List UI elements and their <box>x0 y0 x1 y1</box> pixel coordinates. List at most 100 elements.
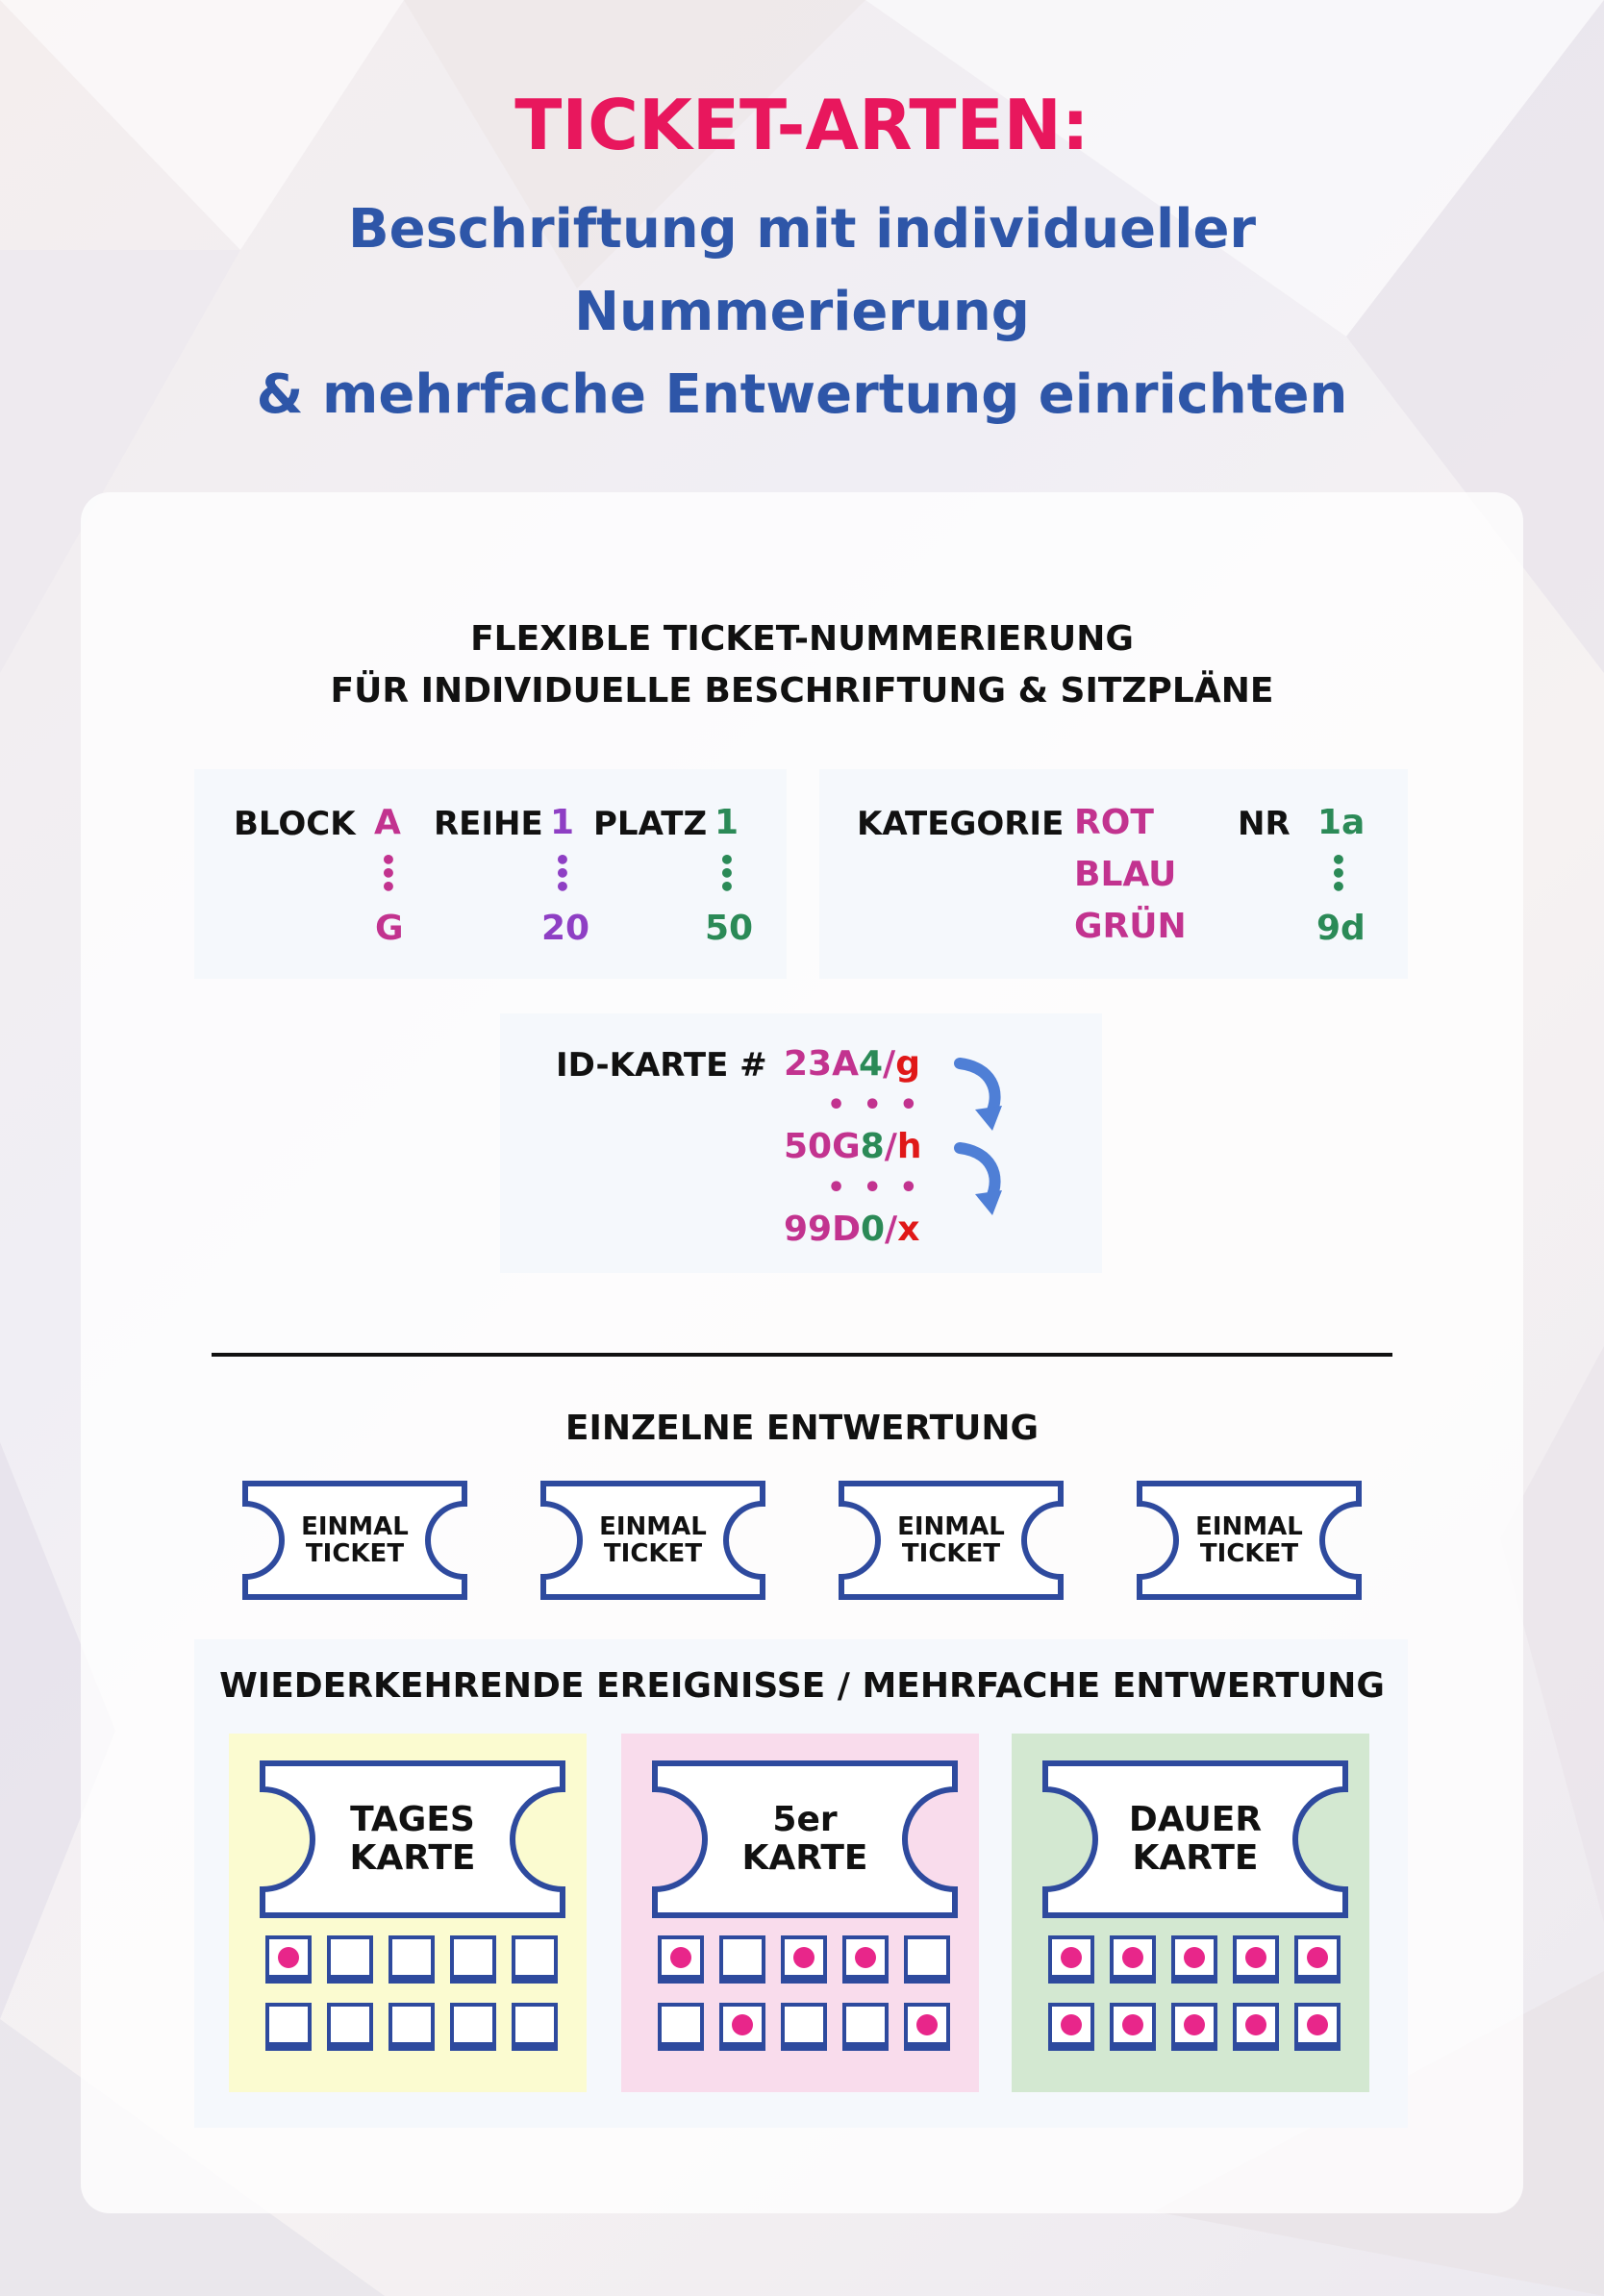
block-ellipsis: • • • <box>380 844 397 903</box>
block-label: BLOCK <box>234 805 356 843</box>
seat-numbering-box <box>194 769 787 979</box>
nr-from: 1a <box>1317 803 1366 842</box>
single-ticket-line-1: EINMAL <box>301 1512 409 1541</box>
multi-ticket: 5er KARTE <box>652 1760 958 1918</box>
seat-ellipsis: • • • <box>718 844 736 903</box>
id-3-prefix: 99D <box>784 1210 861 1249</box>
curved-arrow-icon <box>954 1142 1002 1215</box>
category-label: KATEGORIE <box>857 805 1065 843</box>
multi-ticket: TAGES KARTE <box>260 1760 565 1918</box>
single-ticket: EINMAL TICKET <box>839 1481 1064 1600</box>
seat-to: 50 <box>705 909 754 948</box>
punched-field <box>1294 1935 1341 1984</box>
multi-ticket-line-2: KARTE <box>349 1838 476 1878</box>
curved-arrow-icon <box>954 1058 1002 1131</box>
empty-field <box>327 2003 373 2051</box>
empty-field <box>388 1935 435 1984</box>
nr-ellipsis: • • • <box>1330 844 1347 903</box>
single-ticket-label: EINMAL TICKET <box>242 1513 467 1567</box>
punched-field <box>658 1935 704 1984</box>
empty-field <box>904 1935 950 1984</box>
single-ticket-line-1: EINMAL <box>599 1512 707 1541</box>
multi-validation-heading: WIEDERKEHRENDE EREIGNISSE / MEHRFACHE EN… <box>219 1666 1385 1706</box>
id-2-slash: / <box>884 1127 897 1166</box>
page-subtitle: Beschriftung mit individueller Nummerier… <box>0 188 1604 437</box>
single-validation-heading: EINZELNE ENTWERTUNG <box>564 1409 1040 1448</box>
id-2-prefix: 50G <box>784 1127 861 1166</box>
id-ellipsis-1: • • • <box>827 1088 922 1122</box>
punched-field <box>1110 2003 1156 2051</box>
multi-ticket-label: 5er KARTE <box>652 1801 958 1878</box>
row-ellipsis: • • • <box>554 844 571 903</box>
subtitle-line-3: & mehrfache Entwertung einrichten <box>256 363 1348 426</box>
empty-field <box>842 2003 889 2051</box>
seat-from: 1 <box>714 803 739 842</box>
numbering-heading-line-1: FLEXIBLE TICKET-NUMMERIERUNG <box>470 619 1134 659</box>
punched-field <box>1233 2003 1279 2051</box>
empty-field <box>512 2003 558 2051</box>
row-label: REIHE <box>434 805 543 843</box>
seat-label: PLATZ <box>593 805 708 843</box>
page-title: TICKET-ARTEN: <box>514 85 1090 165</box>
multi-card-column: 5er KARTE <box>621 1734 979 2092</box>
numbering-heading-line-2: FÜR INDIVIDUELLE BESCHRIFTUNG & SITZPLÄN… <box>330 671 1274 711</box>
empty-field <box>512 1935 558 1984</box>
id-3-slash: / <box>885 1210 898 1249</box>
multi-ticket-line-1: 5er <box>772 1800 838 1839</box>
single-ticket-label: EINMAL TICKET <box>1137 1513 1362 1567</box>
punched-field <box>1294 2003 1341 2051</box>
multi-ticket-line-2: KARTE <box>1132 1838 1259 1878</box>
empty-field <box>781 2003 827 2051</box>
punched-field <box>1048 1935 1094 1984</box>
single-ticket: EINMAL TICKET <box>540 1481 765 1600</box>
empty-field <box>450 2003 496 2051</box>
single-ticket-line-1: EINMAL <box>1195 1512 1303 1541</box>
single-ticket-line-2: TICKET <box>305 1539 405 1568</box>
empty-field <box>265 2003 312 2051</box>
category-value-1: ROT <box>1074 803 1154 842</box>
numbering-heading: FLEXIBLE TICKET-NUMMERIERUNG FÜR INDIVID… <box>0 613 1604 717</box>
punched-field <box>1171 1935 1217 1984</box>
empty-field <box>719 1935 765 1984</box>
multi-ticket-line-1: TAGES <box>350 1800 475 1839</box>
punched-field <box>1048 2003 1094 2051</box>
id-card-box <box>500 1013 1102 1273</box>
row-from: 1 <box>550 803 575 842</box>
id-3-digit: 0 <box>860 1210 886 1249</box>
id-1-digit: 4 <box>858 1044 884 1084</box>
category-value-3: GRÜN <box>1074 907 1187 946</box>
single-ticket-line-2: TICKET <box>1199 1539 1299 1568</box>
single-ticket: EINMAL TICKET <box>242 1481 467 1600</box>
multi-ticket-label: TAGES KARTE <box>260 1801 565 1878</box>
multi-ticket-label: DAUER KARTE <box>1042 1801 1348 1878</box>
multi-ticket: DAUER KARTE <box>1042 1760 1348 1918</box>
single-ticket-label: EINMAL TICKET <box>540 1513 765 1567</box>
subtitle-line-2: Nummerierung <box>574 281 1030 343</box>
punched-field <box>904 2003 950 2051</box>
section-divider <box>212 1353 1392 1357</box>
single-ticket-label: EINMAL TICKET <box>839 1513 1064 1567</box>
punched-field <box>842 1935 889 1984</box>
nr-label: NR <box>1238 805 1291 843</box>
id-1-prefix: 23A <box>784 1044 859 1084</box>
id-card-number-2: 50G8/h <box>784 1127 922 1166</box>
id-1-suffix: g <box>895 1044 920 1084</box>
category-numbering-box <box>819 769 1408 979</box>
punched-field <box>1110 1935 1156 1984</box>
punched-field <box>1233 1935 1279 1984</box>
multi-card-column: DAUER KARTE <box>1012 1734 1369 2092</box>
empty-field <box>327 1935 373 1984</box>
id-card-number-3: 99D0/x <box>784 1210 919 1249</box>
id-card-number-1: 23A4/g <box>784 1044 920 1084</box>
punched-field <box>265 1935 312 1984</box>
single-ticket-line-2: TICKET <box>901 1539 1001 1568</box>
empty-field <box>450 1935 496 1984</box>
category-value-2: BLAU <box>1074 855 1177 894</box>
id-2-digit: 8 <box>860 1127 885 1166</box>
id-1-slash: / <box>883 1044 896 1084</box>
block-to: G <box>375 909 404 948</box>
empty-field <box>658 2003 704 2051</box>
multi-ticket-line-2: KARTE <box>741 1838 868 1878</box>
single-ticket-line-2: TICKET <box>603 1539 703 1568</box>
row-to: 20 <box>541 909 590 948</box>
